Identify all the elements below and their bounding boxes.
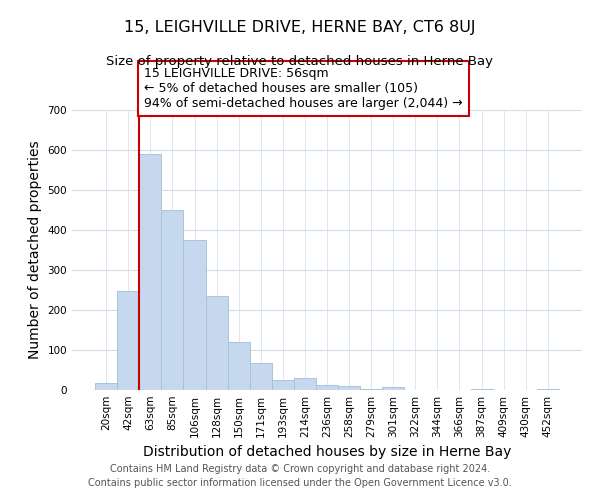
X-axis label: Distribution of detached houses by size in Herne Bay: Distribution of detached houses by size … [143,446,511,460]
Bar [537,389,559,390]
Bar [95,383,117,390]
Bar [184,240,206,390]
Bar [316,385,338,390]
Y-axis label: Number of detached properties: Number of detached properties [28,140,42,360]
Bar [227,342,250,390]
Bar [206,296,227,390]
Bar [139,154,161,390]
Bar [161,210,184,390]
Text: Contains HM Land Registry data © Crown copyright and database right 2024.
Contai: Contains HM Land Registry data © Crown c… [88,464,512,487]
Bar [272,380,294,390]
Bar [117,291,139,390]
Bar [250,363,272,390]
Text: 15 LEIGHVILLE DRIVE: 56sqm
← 5% of detached houses are smaller (105)
94% of semi: 15 LEIGHVILLE DRIVE: 56sqm ← 5% of detac… [144,67,463,110]
Bar [470,389,493,390]
Text: Size of property relative to detached houses in Herne Bay: Size of property relative to detached ho… [107,55,493,68]
Bar [360,389,382,390]
Text: 15, LEIGHVILLE DRIVE, HERNE BAY, CT6 8UJ: 15, LEIGHVILLE DRIVE, HERNE BAY, CT6 8UJ [124,20,476,35]
Bar [382,387,404,390]
Bar [294,378,316,390]
Bar [338,386,360,390]
